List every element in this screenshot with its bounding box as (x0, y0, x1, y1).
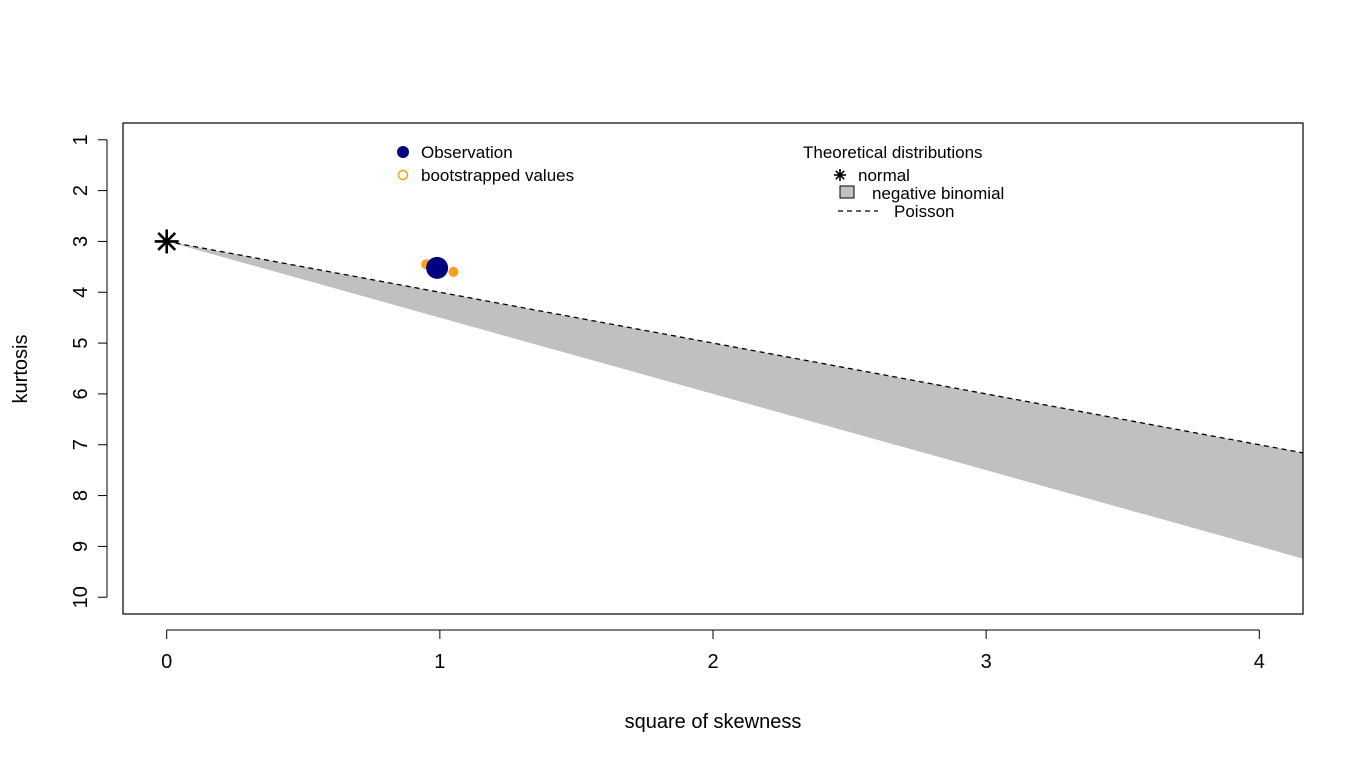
legend-entry-label: bootstrapped values (421, 166, 574, 185)
y-axis: 1 2 3 4 5 6 7 8 9 10 (70, 134, 108, 608)
plot-content (154, 229, 1303, 559)
poisson-line (166, 240, 1303, 454)
legend-theoretical-distributions: Theoretical distributions normalnegative … (803, 143, 1004, 221)
plot-frame (122, 122, 1304, 615)
y-axis-label: kurtosis (10, 335, 32, 404)
x-tick-label: 0 (161, 651, 172, 673)
bootstrap-legend-icon (397, 169, 409, 181)
observation-legend-icon (397, 146, 409, 158)
x-tick-label: 3 (981, 651, 992, 673)
x-tick-label: 4 (1254, 651, 1265, 673)
negative-binomial-region (166, 241, 1303, 559)
normal-point-stroke (157, 232, 177, 251)
x-axis-label: square of skewness (625, 711, 802, 733)
y-tick-label: 9 (70, 541, 92, 552)
y-tick-label: 8 (70, 490, 92, 501)
legend-observations: Observation bootstrapped values (397, 143, 574, 185)
normal-legend-icon-stroke (835, 170, 845, 180)
y-tick-label: 10 (70, 586, 92, 608)
negative-binomial-legend-icon (839, 185, 855, 199)
y-tick-label: 7 (70, 439, 92, 450)
normal-legend-icon (834, 169, 846, 181)
y-tick-label: 6 (70, 388, 92, 399)
y-tick-label: 5 (70, 338, 92, 349)
y-tick-label: 3 (70, 236, 92, 247)
legend-entry-label: normal (858, 166, 910, 185)
y-tick-label: 4 (70, 287, 92, 298)
legend-entry-label: Observation (421, 143, 513, 162)
legends: Observation bootstrapped values Theoretica… (397, 143, 1004, 221)
observation-point (426, 256, 449, 279)
bootstrap-point (448, 266, 459, 277)
x-tick-label: 1 (434, 651, 445, 673)
x-axis: 0 1 2 3 4 (161, 629, 1265, 673)
normal-point (154, 229, 179, 254)
legend-title: Theoretical distributions (803, 143, 983, 162)
y-tick-label: 1 (70, 134, 92, 145)
legend-entry-label: Poisson (894, 202, 954, 221)
x-tick-label: 2 (707, 651, 718, 673)
y-tick-label: 2 (70, 185, 92, 196)
legend-entry-label: negative binomial (872, 184, 1004, 203)
